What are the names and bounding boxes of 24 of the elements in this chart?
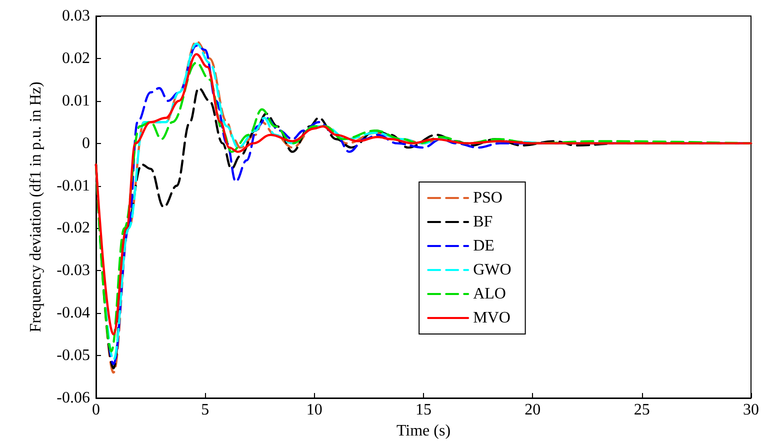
y-tick-label: -0.06 [56, 390, 90, 406]
x-tick-label: 30 [743, 402, 759, 418]
y-tick-label: -0.05 [56, 347, 90, 364]
x-tick-label: 5 [201, 402, 210, 418]
legend-label: PSO [473, 190, 502, 207]
legend-label: ALO [473, 286, 506, 303]
y-axis-title: Frequency deviation (df1 in p.u. in Hz) [28, 82, 44, 332]
y-tick-label: 0 [82, 134, 90, 152]
legend-label: BF [473, 214, 493, 231]
legend-label: GWO [473, 262, 512, 279]
x-tick-label: 25 [634, 402, 650, 418]
y-tick-label: 0.03 [62, 8, 90, 24]
y-tick-label: -0.04 [56, 304, 90, 322]
x-tick-label: 15 [416, 402, 432, 418]
y-tick-label: -0.01 [56, 177, 90, 194]
y-tick-label: 0.02 [62, 50, 90, 67]
y-tick-label: -0.02 [56, 220, 90, 237]
x-axis-title: Time (s) [396, 422, 451, 440]
y-tick-label: 0.01 [62, 92, 90, 110]
legend-label: DE [473, 238, 494, 255]
legend-label: MVO [473, 310, 510, 327]
x-tick-label: 10 [306, 402, 322, 418]
y-tick-label: -0.03 [56, 262, 90, 280]
x-tick-label: 20 [524, 402, 541, 418]
